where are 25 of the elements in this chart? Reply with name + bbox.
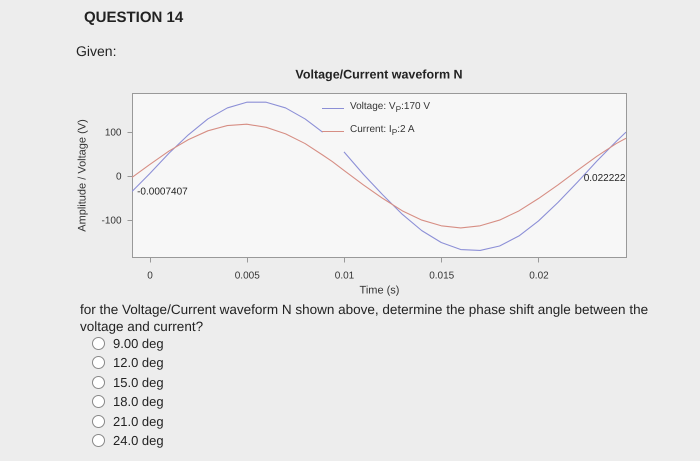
y-axis-title: Amplitude / Voltage (V) — [76, 119, 88, 232]
x-axis-title: Time (s) — [360, 284, 400, 296]
line-series — [132, 124, 626, 229]
x-tick-label: 0.01 — [334, 270, 355, 282]
text: Given: — [76, 43, 116, 59]
text: 9.00 deg — [113, 336, 164, 351]
chart-title: Voltage/Current waveform N — [295, 68, 463, 82]
y-tick-label: 0 — [116, 172, 122, 183]
text: 21.0 deg — [113, 414, 164, 429]
x-tick-label: 0.005 — [234, 270, 260, 282]
x-tick-label: 0.015 — [429, 270, 455, 282]
x-tick-label: 0 — [147, 270, 154, 282]
text: 15.0 deg — [113, 374, 164, 390]
legend-label: Voltage: V$_{P}$:170 V — [350, 100, 430, 116]
legend-label: Current: I$_{P}$:2 A — [350, 123, 414, 139]
text: 24.0 deg — [113, 433, 164, 448]
y-tick-label: -100 — [101, 216, 122, 227]
text: QUESTION 14 — [84, 9, 184, 26]
annotation: -0.0007407 — [137, 186, 188, 198]
y-tick-label: 100 — [104, 128, 122, 139]
text: 18.0 deg — [113, 394, 164, 410]
x-tick-label: 0.02 — [529, 270, 550, 282]
annotation: 0.022222 — [584, 173, 626, 184]
text: for the Voltage/Current waveform N shown above, determine the phase shift angle between the voltage and current? — [80, 301, 650, 335]
text: 12.0 deg — [113, 355, 164, 370]
